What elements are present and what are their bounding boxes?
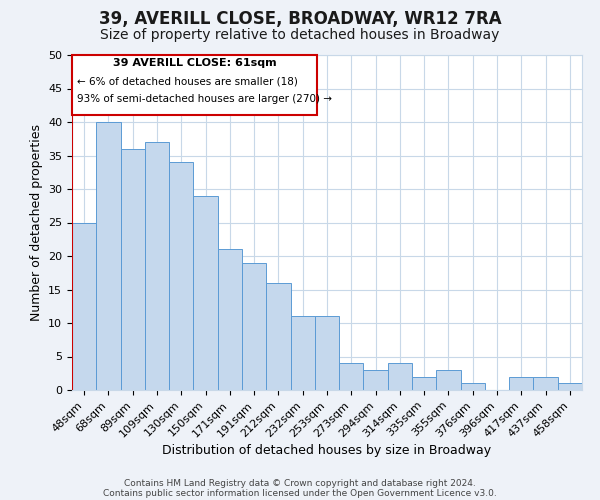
Text: 39, AVERILL CLOSE, BROADWAY, WR12 7RA: 39, AVERILL CLOSE, BROADWAY, WR12 7RA (98, 10, 502, 28)
Bar (533, 376, 558, 390)
Bar (315, 316, 339, 390)
Bar (412, 376, 436, 390)
Bar (364, 370, 388, 390)
Bar (72, 222, 96, 390)
Bar (242, 262, 266, 390)
Text: Contains HM Land Registry data © Crown copyright and database right 2024.: Contains HM Land Registry data © Crown c… (124, 478, 476, 488)
Text: Contains public sector information licensed under the Open Government Licence v3: Contains public sector information licen… (103, 488, 497, 498)
Bar (121, 149, 145, 390)
Bar (558, 384, 582, 390)
Bar (96, 122, 121, 390)
Bar (169, 162, 193, 390)
Bar (509, 376, 533, 390)
Bar (218, 250, 242, 390)
Bar (145, 142, 169, 390)
X-axis label: Distribution of detached houses by size in Broadway: Distribution of detached houses by size … (163, 444, 491, 458)
Bar (339, 363, 364, 390)
Text: 39 AVERILL CLOSE: 61sqm: 39 AVERILL CLOSE: 61sqm (113, 58, 276, 68)
FancyBboxPatch shape (72, 55, 317, 116)
Bar (436, 370, 461, 390)
Bar (461, 384, 485, 390)
Bar (388, 363, 412, 390)
Y-axis label: Number of detached properties: Number of detached properties (29, 124, 43, 321)
Bar (266, 283, 290, 390)
Bar (193, 196, 218, 390)
Text: ← 6% of detached houses are smaller (18): ← 6% of detached houses are smaller (18) (77, 77, 298, 87)
Text: Size of property relative to detached houses in Broadway: Size of property relative to detached ho… (100, 28, 500, 42)
Text: 93% of semi-detached houses are larger (270) →: 93% of semi-detached houses are larger (… (77, 94, 332, 104)
Bar (290, 316, 315, 390)
